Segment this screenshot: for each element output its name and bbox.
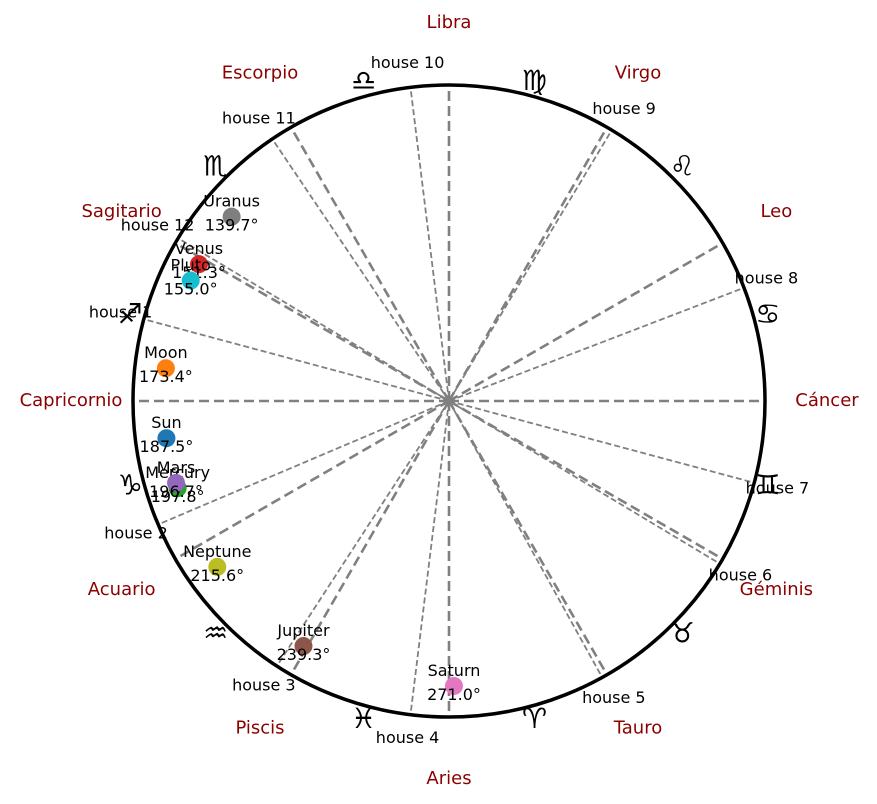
sign-boundary-line <box>447 400 609 676</box>
planet-venus <box>190 255 209 274</box>
sign-boundary-line <box>448 399 724 561</box>
house-cusp-line <box>157 400 450 526</box>
sign-name-acuario: Acuario <box>88 579 156 600</box>
house-label: house 8 <box>735 269 799 288</box>
sign-boundary-line <box>447 126 609 402</box>
planet-moon <box>156 359 175 378</box>
house-label: house 3 <box>232 676 296 695</box>
planet-neptune <box>208 557 227 576</box>
sign-name-aries: Aries <box>426 768 471 789</box>
planet-name-label: Jupiter <box>276 621 330 640</box>
planet-degree-label: 239.3° <box>277 645 331 664</box>
house-cusp-line <box>409 87 450 402</box>
sign-boundary-line <box>174 399 450 561</box>
house-cusp-line <box>448 400 755 484</box>
house-labels: house 1 house 2 house 3 house 4 house 5 house… <box>89 53 809 747</box>
planet-name-label: Uranus <box>203 192 260 211</box>
leo-glyph: ♌ <box>670 150 695 183</box>
planet-name-label: Venus <box>175 239 223 258</box>
house-cusp-line <box>177 237 450 402</box>
planet-uranus <box>222 207 241 226</box>
planet-name-label: Saturn <box>428 661 481 680</box>
house-cusp-line <box>448 286 745 402</box>
planet-name-label: Mars <box>157 458 196 477</box>
planet-pluto <box>181 271 200 290</box>
sign-name-virgo: Virgo <box>615 63 661 84</box>
planet-degree-label: 187.5° <box>140 437 194 456</box>
house-label: house 12 <box>121 215 195 234</box>
sign-boundary-line <box>448 241 724 403</box>
sagittarius-glyph: ♐ <box>118 298 143 331</box>
sign-boundary-line <box>289 400 451 676</box>
sign-boundary-line <box>289 126 451 402</box>
zodiac-wheel-circle <box>131 83 767 719</box>
libra-glyph: ♎ <box>351 64 376 97</box>
house-label: house 9 <box>592 99 656 118</box>
sign-boundary-lines <box>133 85 765 717</box>
virgo-glyph: ♍ <box>522 64 547 97</box>
planet-degree-label: 173.4° <box>139 367 193 386</box>
planet-degree-label: 271.0° <box>427 685 481 704</box>
sign-name-libra: Libra <box>427 12 472 33</box>
planet-name-label: Moon <box>144 343 188 362</box>
pisces-glyph: ♓ <box>351 702 376 735</box>
house-label: house 5 <box>582 688 646 707</box>
house-label: house 6 <box>709 566 773 585</box>
capricorn-glyph: ♑ <box>118 468 143 501</box>
planet-name-label: Neptune <box>183 542 251 561</box>
house-cusp-line <box>448 400 603 678</box>
planet-degree-label: 155.0° <box>164 280 218 299</box>
house-label: house 4 <box>376 728 440 747</box>
cancer-glyph: ♋ <box>755 298 780 331</box>
house-cusp-line <box>448 129 613 402</box>
planet-degree-label: 139.7° <box>205 216 259 235</box>
sign-name-cancer: Cáncer <box>795 390 859 411</box>
planet-mars <box>167 473 186 492</box>
aquarius-glyph: ♒ <box>203 616 228 649</box>
sign-name-capricornio: Capricornio <box>20 390 123 411</box>
sign-name-labels: Cáncer Leo Virgo Libra Escorpio Sagitario Capr… <box>20 12 860 789</box>
gemini-glyph: ♊ <box>755 468 780 501</box>
house-cusp-line <box>276 400 450 667</box>
house-cusp-lines <box>143 87 755 715</box>
planet-sun <box>157 429 176 448</box>
house-label: house 7 <box>746 478 810 497</box>
planet-saturn <box>444 676 463 695</box>
sign-name-tauro: Tauro <box>613 717 662 738</box>
sign-boundary-line <box>174 241 450 403</box>
planet-degree-label: 196.7° <box>149 482 203 501</box>
house-label: house 10 <box>371 53 445 72</box>
house-cusp-line <box>271 138 450 402</box>
planet-degree-label: 197.8° <box>151 487 205 506</box>
sign-name-sagitario: Sagitario <box>81 201 161 222</box>
planet-name-label: Sun <box>151 413 181 432</box>
planet-name-label: Mercury <box>145 463 210 482</box>
house-label: house 1 <box>89 303 153 322</box>
sign-name-escorpio: Escorpio <box>222 63 299 84</box>
planet-markers: Sun187.5°Moon173.4°Mercury197.8°Venus151… <box>139 192 481 704</box>
planet-degree-label: 215.6° <box>190 566 244 585</box>
house-label: house 2 <box>104 523 168 542</box>
house-label: house 11 <box>222 109 296 128</box>
planet-name-label: Pluto <box>171 256 211 275</box>
aries-glyph: ♈ <box>522 702 547 735</box>
sign-name-geminis: Géminis <box>740 579 813 600</box>
planet-jupiter <box>294 637 313 656</box>
scorpio-glyph: ♏ <box>203 150 228 183</box>
house-cusp-line <box>448 400 721 565</box>
sign-glyphs: ♋ ♌ ♍ ♎ ♏ ♐ ♑ ♒ ♓ ♈ ♉ ♊ <box>118 64 781 735</box>
house-cusp-line <box>143 318 450 402</box>
taurus-glyph: ♉ <box>670 616 695 649</box>
house-cusp-line <box>409 400 450 715</box>
sign-name-piscis: Piscis <box>235 717 284 738</box>
sign-name-leo: Leo <box>760 201 792 222</box>
